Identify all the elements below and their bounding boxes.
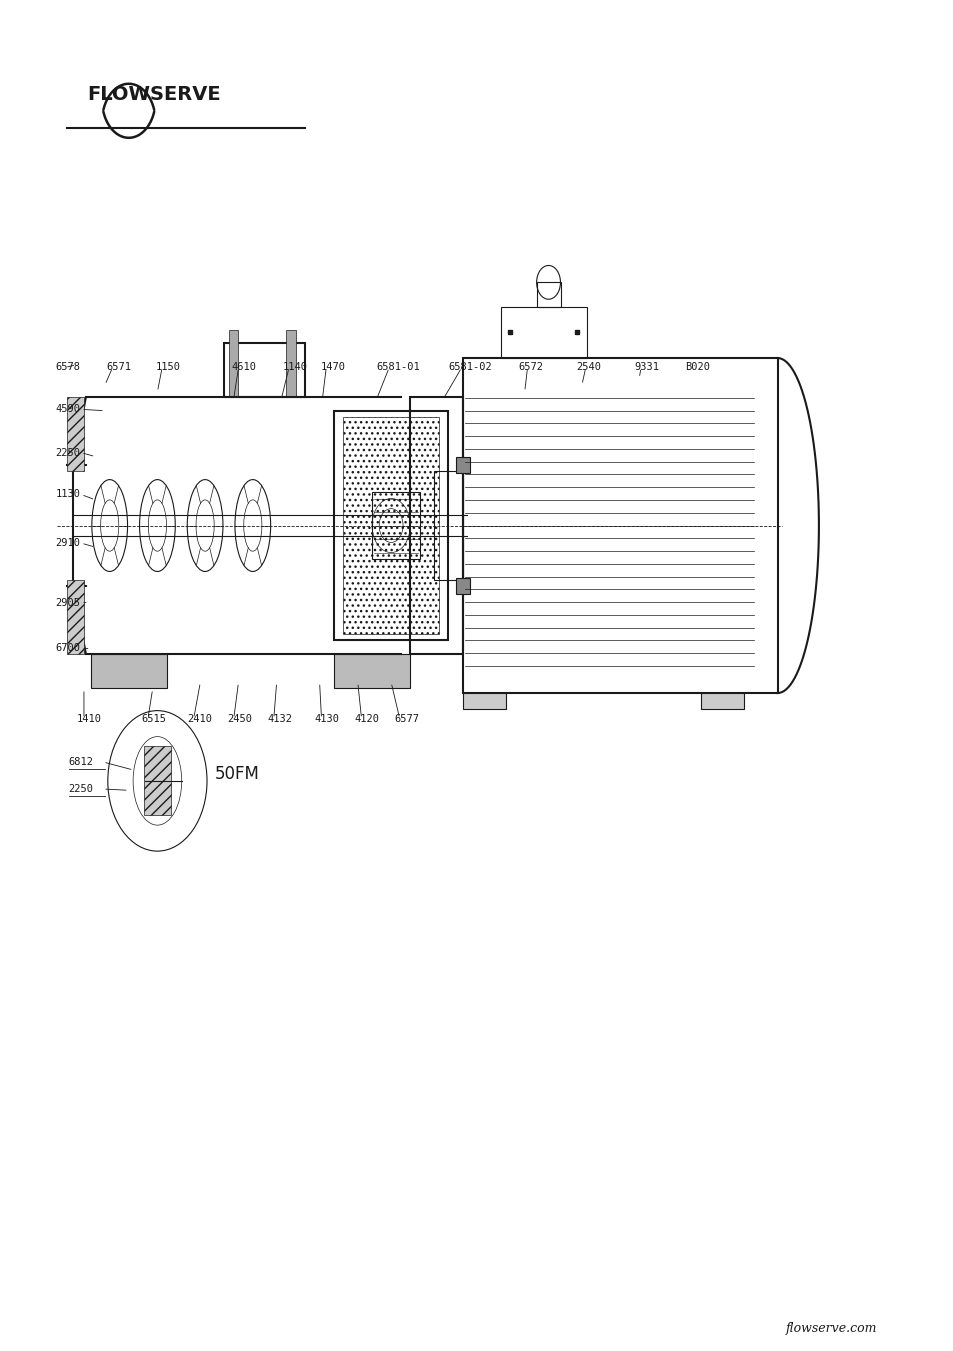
- Text: 2250: 2250: [55, 447, 80, 458]
- Text: 6577: 6577: [394, 713, 418, 724]
- Bar: [434, 471, 462, 580]
- Text: 2905: 2905: [55, 597, 80, 608]
- Bar: [500, 307, 586, 358]
- Text: 6515: 6515: [141, 713, 166, 724]
- Text: 2450: 2450: [227, 713, 252, 724]
- Bar: [700, 693, 743, 709]
- Text: 1470: 1470: [320, 362, 345, 373]
- Bar: [91, 654, 167, 688]
- Bar: [462, 358, 777, 693]
- Text: 2540: 2540: [576, 362, 600, 373]
- Bar: [410, 397, 462, 654]
- Text: 1130: 1130: [55, 489, 80, 500]
- Text: FLOWSERVE: FLOWSERVE: [88, 85, 221, 104]
- Bar: [456, 457, 470, 473]
- Text: B020: B020: [684, 362, 709, 373]
- Text: 6572: 6572: [517, 362, 542, 373]
- Text: 4132: 4132: [267, 713, 292, 724]
- Text: 2250: 2250: [69, 784, 93, 794]
- Bar: [537, 282, 560, 307]
- Text: 2910: 2910: [55, 538, 80, 549]
- Text: 1410: 1410: [76, 713, 101, 724]
- Bar: [143, 747, 172, 815]
- Text: 4610: 4610: [232, 362, 256, 373]
- Text: 6578: 6578: [55, 362, 80, 373]
- Text: 1150: 1150: [155, 362, 180, 373]
- Bar: [67, 580, 84, 654]
- Bar: [462, 693, 505, 709]
- Bar: [224, 343, 305, 397]
- Bar: [372, 492, 419, 559]
- Bar: [229, 330, 238, 397]
- Bar: [456, 578, 470, 594]
- Text: 4590: 4590: [55, 404, 80, 415]
- Bar: [67, 397, 84, 471]
- Text: 1140: 1140: [282, 362, 307, 373]
- Text: 6700: 6700: [55, 643, 80, 654]
- Text: 6581-02: 6581-02: [448, 362, 492, 373]
- Bar: [334, 411, 448, 640]
- Text: 2410: 2410: [187, 713, 212, 724]
- Bar: [334, 654, 410, 688]
- Text: 6571: 6571: [107, 362, 132, 373]
- Text: 9331: 9331: [634, 362, 659, 373]
- Text: 50FM: 50FM: [214, 765, 259, 784]
- Bar: [286, 330, 295, 397]
- Text: flowserve.com: flowserve.com: [785, 1321, 877, 1335]
- Text: 6812: 6812: [69, 757, 93, 767]
- Text: 4130: 4130: [314, 713, 339, 724]
- Text: 6581-01: 6581-01: [375, 362, 419, 373]
- Bar: [343, 417, 438, 634]
- Text: 4120: 4120: [355, 713, 379, 724]
